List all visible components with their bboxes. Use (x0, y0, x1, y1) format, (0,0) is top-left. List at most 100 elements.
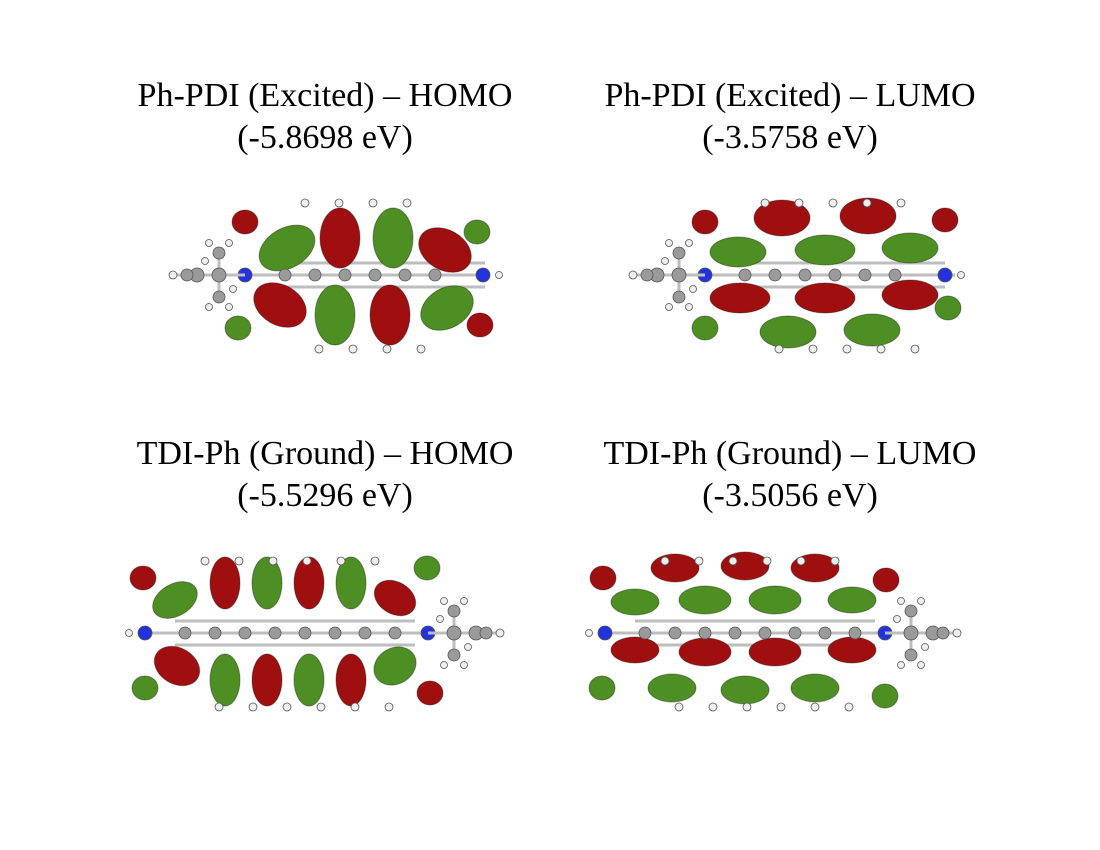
orbital-lobe (678, 585, 732, 615)
hydrogen-atom (660, 556, 670, 566)
carbon-atom (388, 626, 402, 640)
hydrogen-atom (830, 556, 840, 566)
hydrogen-atom (665, 239, 673, 247)
hydrogen-atom (348, 344, 358, 354)
orbital-lobe (610, 588, 660, 616)
carbon-atom (447, 604, 461, 618)
panel-title: TDI-Ph (Ground) – LUMO (-3.5056 eV) (560, 433, 1020, 517)
orbital-lobe (231, 209, 259, 235)
hydrogen-atom (314, 344, 324, 354)
orbital-lobe (293, 653, 325, 707)
hydrogen-atom (796, 556, 806, 566)
carbon-atom (446, 625, 462, 641)
orbital-lobe (251, 556, 283, 610)
hydrogen-atom (350, 702, 360, 712)
orbital-lobe (839, 197, 897, 235)
orbital-lobe (934, 295, 962, 321)
hydrogen-atom (316, 702, 326, 712)
orbital-panel-ph-pdi-homo: Ph-PDI (Excited) – HOMO (-5.8698 eV) (95, 70, 555, 400)
panel-title-line1: Ph-PDI (Excited) – LUMO (604, 77, 976, 114)
orbital-lobe (748, 585, 802, 615)
hydrogen-atom (810, 702, 820, 712)
hydrogen-atom (334, 198, 344, 208)
hydrogen-atom (495, 628, 505, 638)
hydrogen-atom (828, 198, 838, 208)
orbital-lobe (335, 556, 367, 610)
orbital-isosurface-image (168, 198, 503, 354)
orbital-lobe (152, 581, 198, 619)
hydrogen-atom (384, 702, 394, 712)
carbon-atom (308, 268, 322, 282)
carbon-atom (211, 267, 227, 283)
hydrogen-atom (302, 556, 312, 566)
orbital-lobe (720, 551, 770, 581)
carbon-atom (479, 626, 493, 640)
hydrogen-atom (728, 556, 738, 566)
orbital-lobe (466, 312, 494, 338)
orbital-lobe (872, 567, 900, 593)
panel-title-line2: (-3.5758 eV) (702, 119, 878, 156)
orbital-lobe (827, 586, 877, 614)
hydrogen-atom (685, 239, 693, 247)
hydrogen-atom (685, 303, 693, 311)
hydrogen-atom (762, 556, 772, 566)
panel-title-line2: (-5.8698 eV) (237, 119, 413, 156)
hydrogen-atom (201, 257, 209, 265)
hydrogen-atom (282, 702, 292, 712)
carbon-atom (788, 626, 802, 640)
hydrogen-atom (628, 270, 638, 280)
orbital-lobe (251, 653, 283, 707)
hydrogen-atom (402, 198, 412, 208)
carbon-atom (888, 268, 902, 282)
orbital-lobe (691, 209, 719, 235)
carbon-atom (180, 268, 194, 282)
hydrogen-atom (794, 198, 804, 208)
carbon-atom (212, 246, 226, 260)
carbon-atom (298, 626, 312, 640)
panel-title: Ph-PDI (Excited) – HOMO (-5.8698 eV) (95, 75, 555, 159)
hydrogen-atom (416, 344, 426, 354)
orbital-lobe (209, 653, 241, 707)
carbon-atom (904, 648, 918, 662)
hydrogen-atom (862, 198, 872, 208)
orbital-lobe (588, 675, 616, 701)
hydrogen-atom (921, 643, 929, 651)
carbon-atom (798, 268, 812, 282)
hydrogen-atom (464, 643, 472, 651)
orbital-lobe (224, 315, 252, 341)
hydrogen-atom (168, 270, 178, 280)
hydrogen-atom (125, 629, 133, 637)
orbital-lobe (369, 284, 411, 346)
panel-title-line2: (-5.5296 eV) (237, 477, 413, 514)
orbital-lobe (373, 579, 417, 617)
panel-title-line2: (-3.5056 eV) (702, 477, 878, 514)
carbon-atom (268, 626, 282, 640)
orbital-lobe (253, 282, 307, 328)
orbital-lobe (709, 236, 767, 268)
carbon-atom (278, 268, 292, 282)
carbon-atom (668, 626, 682, 640)
carbon-atom (358, 626, 372, 640)
carbon-atom (338, 268, 352, 282)
hydrogen-atom (440, 661, 448, 669)
carbon-atom (818, 626, 832, 640)
hydrogen-atom (460, 661, 468, 669)
hydrogen-atom (205, 303, 213, 311)
hydrogen-atom (661, 257, 669, 265)
orbital-lobe (881, 279, 939, 311)
orbital-lobe (759, 315, 817, 349)
hydrogen-atom (674, 702, 684, 712)
panel-title-line1: TDI-Ph (Ground) – LUMO (603, 435, 977, 472)
carbon-atom (672, 246, 686, 260)
hydrogen-atom (774, 344, 784, 354)
orbital-lobe (843, 313, 901, 347)
hydrogen-atom (300, 198, 310, 208)
carbon-atom (671, 267, 687, 283)
hydrogen-atom (897, 597, 905, 605)
hydrogen-atom (910, 344, 920, 354)
hydrogen-atom (708, 702, 718, 712)
carbon-atom (904, 604, 918, 618)
hydrogen-atom (382, 344, 392, 354)
orbital-lobe (418, 227, 472, 273)
orbital-lobe (827, 636, 877, 664)
